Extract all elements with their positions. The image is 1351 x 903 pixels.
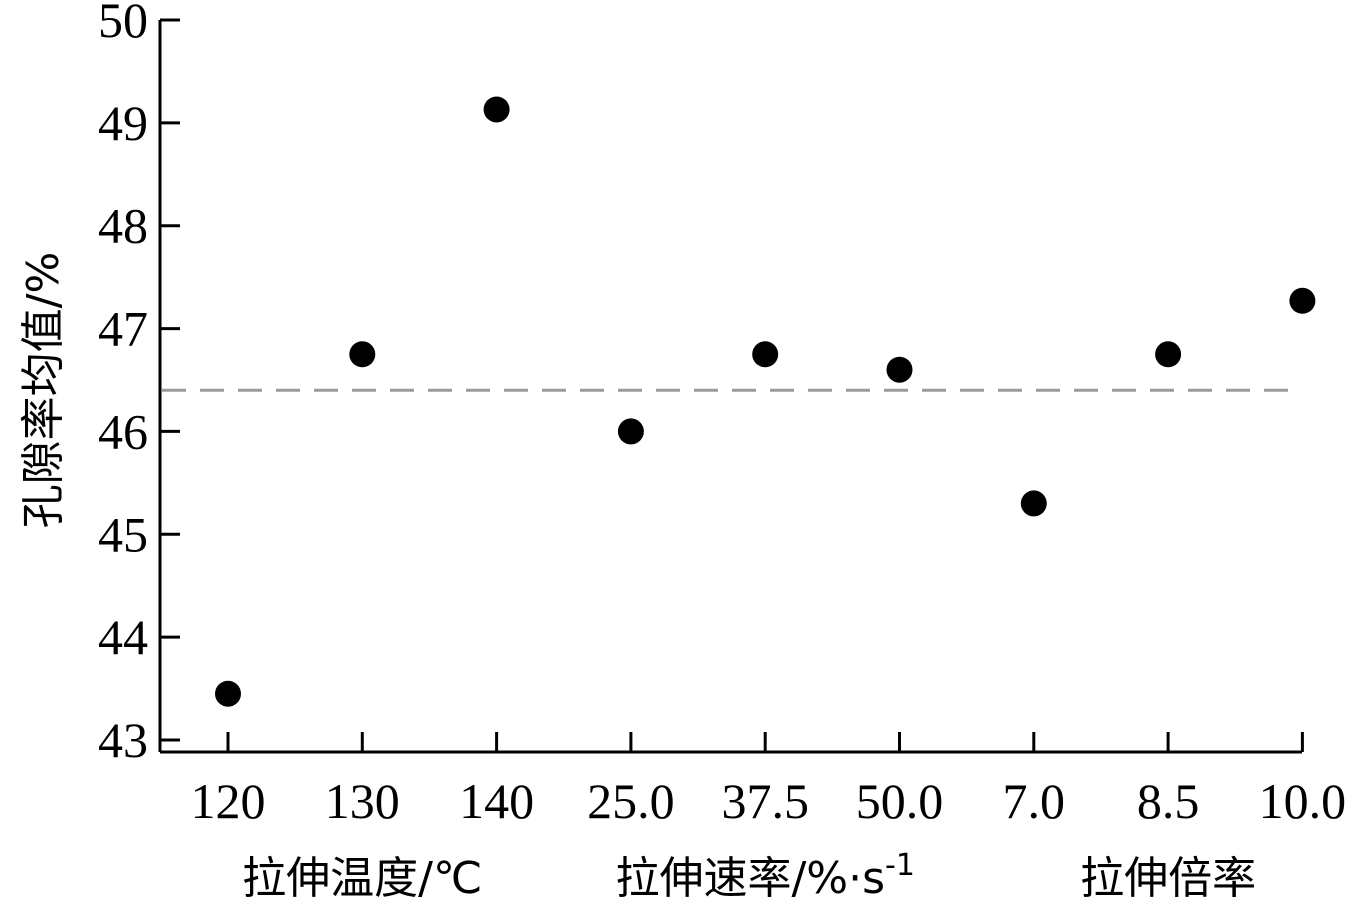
data-point [1289,287,1316,314]
group-label: 拉伸温度/℃ [242,853,482,903]
y-ticks: 43 44 45 46 47 48 49 50 [98,0,180,768]
data-point [483,96,510,123]
x-tick-label: 130 [325,773,400,829]
group-labels: 拉伸温度/℃ 拉伸速率/%·s-1 拉伸倍率 [242,848,1256,903]
y-tick-label: 43 [98,712,148,768]
y-tick-label: 50 [98,0,148,48]
group-label: 拉伸速率/%·s-1 [615,848,914,903]
x-tick-label: 140 [459,773,534,829]
x-tick-label: 50.0 [856,773,944,829]
x-tick-label: 120 [191,773,266,829]
group-label: 拉伸倍率 [1080,853,1256,903]
x-tick-label: 7.0 [1003,773,1066,829]
y-tick-label: 46 [98,403,148,459]
data-point [886,356,913,383]
y-axis-label: 孔隙率均值/% [18,252,69,529]
y-tick-label: 45 [98,506,148,562]
data-point [215,680,241,707]
data-points [215,96,1316,707]
y-tick-label: 49 [98,95,148,151]
y-tick-label: 44 [98,609,148,665]
x-tick-label: 25.0 [587,773,675,829]
y-tick-label: 47 [98,301,148,357]
x-tick-label: 10.0 [1259,773,1347,829]
x-tick-label: 8.5 [1137,773,1200,829]
data-point [752,341,779,368]
x-tick-label: 37.5 [721,773,809,829]
data-point [349,341,376,368]
data-point [617,418,644,445]
x-ticks: 120 130 140 25.0 37.5 50.0 7.0 8.5 10.0 [191,732,1347,829]
data-point [1020,490,1047,517]
y-tick-label: 48 [98,198,148,254]
data-point [1155,341,1182,368]
axes [158,20,1302,754]
